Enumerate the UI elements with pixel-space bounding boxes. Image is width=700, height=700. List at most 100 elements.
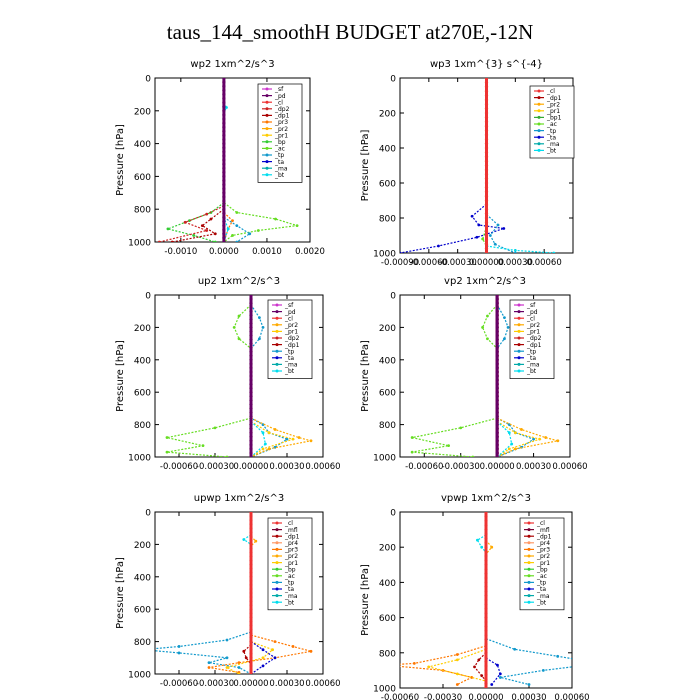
series-line_bt	[496, 420, 513, 457]
legend-marker	[275, 574, 279, 578]
series-point_pd	[222, 174, 226, 178]
series-point_tp	[235, 224, 239, 228]
series-point_cl	[249, 635, 253, 640]
series-point_tp	[237, 666, 241, 669]
y-tick-label: 0	[390, 292, 396, 302]
legend-label: _pd	[284, 309, 296, 316]
series-point_bt	[264, 442, 267, 446]
series-point_pd	[222, 78, 226, 80]
panel-title: vpwp 1xm^2/s^3	[441, 493, 531, 504]
legend-marker	[517, 369, 521, 373]
legend-marker	[275, 316, 279, 320]
series-line_ac	[223, 94, 298, 242]
legend-label: _ac	[274, 146, 285, 153]
series-point_pd	[222, 162, 226, 166]
series-point_cl	[484, 185, 489, 189]
series-point_pd	[249, 305, 253, 309]
series-point_pd	[495, 329, 499, 334]
legend-marker	[275, 528, 279, 532]
series-point_pd	[249, 447, 253, 451]
series-point_pd	[222, 113, 226, 117]
series-point_tp	[496, 223, 500, 227]
series-point_cl	[249, 514, 253, 518]
series-point_pr2	[297, 436, 301, 439]
y-axis-label: Pressure [hPa]	[360, 564, 371, 636]
series-point_dp1	[200, 224, 204, 228]
legend-label: _pr3	[274, 119, 288, 126]
legend-marker	[265, 146, 269, 150]
x-tick-label: -0.00060	[405, 462, 443, 472]
series-point_pd	[249, 354, 253, 358]
series-point_cl	[249, 603, 253, 607]
series-point_pr2	[490, 545, 494, 549]
series-point_cl	[249, 660, 253, 664]
series-point_cl	[484, 519, 488, 523]
series-point_pr3	[412, 661, 416, 665]
series-point_ta	[437, 244, 440, 248]
x-tick-label: -0.00060	[381, 693, 419, 700]
panel-4: vp2 1xm^2/s^3 Pressure [hPa] 0 200 400 600 800…	[360, 276, 588, 472]
series-point_ac	[256, 229, 260, 232]
legend-marker	[275, 356, 279, 360]
series-point_bt	[510, 442, 514, 446]
series-point_cl	[484, 111, 489, 115]
series-point_tp	[261, 423, 265, 426]
legend-label: _dp2	[284, 335, 300, 342]
series-point_pd	[249, 418, 253, 423]
series-point_cl	[484, 137, 489, 141]
legend-marker	[265, 153, 269, 157]
series-point_cl	[249, 595, 253, 599]
series-point_ac	[165, 436, 169, 439]
legend-label: _dp1	[284, 533, 300, 540]
series-line_ta	[400, 203, 504, 253]
series-point_pd	[222, 211, 226, 215]
series-point_tp	[177, 651, 181, 655]
series-point_tp	[142, 648, 145, 651]
panel-title: up2 1xm^2/s^3	[198, 276, 280, 287]
legend-label: _pr2	[284, 322, 298, 329]
series-point_pd	[249, 386, 253, 390]
legend-label: _bp1	[546, 115, 562, 122]
series-group	[400, 512, 572, 688]
series-point_cl	[484, 207, 489, 211]
series-point_tp	[506, 326, 510, 329]
series-point_cl	[484, 216, 489, 220]
legend-label: _ta	[546, 134, 556, 141]
legend-box	[519, 517, 565, 611]
series-point_pd	[222, 219, 226, 224]
legend-label: _ac	[546, 121, 557, 128]
series-point_cl	[484, 229, 489, 233]
legend-marker	[275, 587, 279, 591]
series-point_bt	[507, 431, 511, 435]
series-point_pd	[495, 386, 499, 390]
legend-marker	[265, 120, 269, 124]
series-point_cl	[484, 168, 489, 172]
legend-label: _dp1	[284, 342, 300, 349]
series-point_ta	[475, 235, 479, 239]
series-point_cl	[484, 646, 488, 651]
series-point_cl	[484, 115, 489, 119]
x-tick-label: -0.00030	[424, 693, 462, 700]
series-point_pd	[222, 146, 226, 150]
series-point_ac	[410, 436, 414, 439]
series-point_cl	[484, 220, 489, 224]
series-point_pd	[249, 321, 253, 325]
series-point_pd	[495, 337, 499, 342]
series-point_cl	[249, 631, 253, 636]
series-line_dp1	[172, 208, 225, 242]
y-tick-label: 400	[379, 579, 396, 589]
series-point_cl	[484, 80, 489, 84]
series-point_cl	[484, 541, 488, 545]
y-tick-label: 0	[145, 75, 151, 85]
legend-marker	[275, 349, 279, 353]
series-point_pd	[495, 317, 499, 321]
series-point_tp	[513, 251, 517, 253]
series-point_pd	[495, 321, 499, 325]
x-tick-label: 0.00000	[233, 679, 268, 689]
legend-marker	[537, 102, 541, 106]
legend-label: _dp1	[546, 95, 562, 102]
series-point_cl	[249, 623, 253, 628]
series-point_cl	[484, 673, 488, 677]
series-point_pd	[222, 109, 226, 113]
